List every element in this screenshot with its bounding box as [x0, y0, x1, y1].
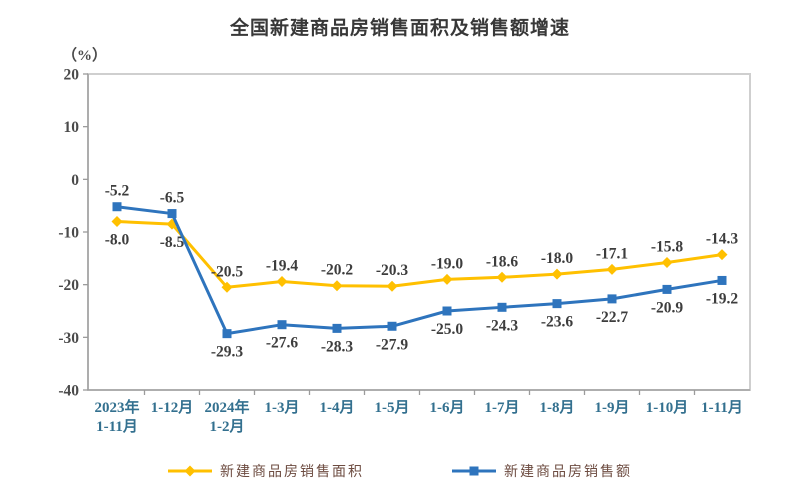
x-tick-label: 1-9月 [595, 399, 630, 416]
data-label: -19.4 [266, 258, 299, 275]
data-label: -18.0 [541, 250, 574, 267]
area-series-line [116, 219, 723, 289]
x-tick-label: 2023年 1-11月 [94, 398, 139, 435]
data-label: -22.7 [596, 309, 629, 326]
data-label: -8.5 [160, 234, 185, 251]
diamond-marker-icon [606, 263, 618, 275]
data-label: -20.3 [376, 262, 409, 279]
data-label: -5.2 [105, 183, 130, 200]
area-series-swatch [168, 465, 212, 477]
data-label: -19.2 [706, 290, 739, 307]
x-tick-label: 1-10月 [646, 399, 689, 416]
data-label: -25.0 [431, 321, 464, 338]
data-label: -23.6 [541, 314, 574, 331]
x-tick-label: 1-11月 [701, 399, 743, 416]
data-label: -6.5 [160, 190, 185, 207]
square-marker-icon [222, 329, 232, 339]
chart-title: 全国新建商品房销售面积及销售额增速 [229, 18, 570, 39]
square-marker-icon [469, 466, 479, 476]
square-marker-icon [497, 302, 507, 312]
y-axis-unit-label: （%） [62, 48, 108, 64]
x-tick-label: 1-5月 [375, 399, 410, 416]
diamond-marker-icon [184, 465, 196, 477]
square-marker-icon [552, 299, 562, 309]
amount-series-line [116, 205, 723, 336]
legend-label-sales-area: 新建商品房销售面积 [220, 465, 364, 480]
amount-series-swatch [452, 466, 496, 476]
diamond-marker-icon [441, 273, 453, 285]
data-label: -20.9 [651, 299, 684, 316]
data-label: -27.9 [376, 336, 409, 353]
data-label: -18.6 [486, 253, 519, 270]
y-tick-label: -10 [58, 225, 79, 242]
diamond-marker-icon [386, 280, 398, 292]
y-tick-label: -20 [58, 277, 79, 294]
data-label: -19.0 [431, 255, 464, 272]
square-marker-icon [442, 306, 452, 316]
diamond-marker-icon [661, 257, 673, 269]
x-tick-label: 1-7月 [485, 399, 520, 416]
data-label: -14.3 [706, 231, 739, 248]
y-tick-label: 0 [71, 172, 79, 189]
plot-frame [87, 73, 751, 391]
diamond-marker-icon [716, 249, 728, 261]
square-marker-icon [277, 320, 287, 330]
data-label: -24.3 [486, 317, 519, 334]
square-marker-icon [332, 323, 342, 333]
x-tick-label: 1-8月 [540, 399, 575, 416]
square-marker-icon [607, 294, 617, 304]
data-label: -15.8 [651, 239, 684, 256]
diamond-marker-icon [111, 215, 123, 227]
diamond-marker-icon [276, 276, 288, 288]
data-label: -20.5 [211, 263, 244, 280]
square-marker-icon [387, 321, 397, 331]
data-label: -29.3 [211, 344, 244, 361]
square-marker-icon [662, 284, 672, 294]
legend-item-sales-amount: 新建商品房销售额 [452, 461, 632, 481]
data-label: -8.0 [105, 231, 130, 248]
legend-label-sales-amount: 新建商品房销售额 [504, 465, 632, 480]
y-tick-label: 20 [64, 67, 80, 84]
x-tick-label: 1-12月 [151, 399, 194, 416]
legend-item-sales-area: 新建商品房销售面积 [168, 461, 364, 481]
y-tick-label: 10 [64, 119, 80, 136]
diamond-marker-icon [551, 268, 563, 280]
data-label: -28.3 [321, 338, 354, 355]
x-tick-label: 1-4月 [320, 399, 355, 416]
data-label: -27.6 [266, 335, 299, 352]
data-label: -17.1 [596, 245, 628, 262]
y-tick-label: -30 [58, 330, 79, 347]
x-tick-label: 1-6月 [430, 399, 465, 416]
data-label: -20.2 [321, 262, 354, 279]
diamond-marker-icon [496, 271, 508, 283]
x-tick-label: 2024年 1-2月 [204, 398, 249, 435]
square-marker-icon [167, 209, 177, 219]
legend: 新建商品房销售面积 新建商品房销售额 [0, 461, 800, 481]
diamond-marker-icon [221, 281, 233, 293]
square-marker-icon [112, 202, 122, 212]
x-tick-label: 1-3月 [265, 399, 300, 416]
diamond-marker-icon [331, 280, 343, 292]
y-tick-label: -40 [58, 383, 79, 400]
square-marker-icon [717, 275, 727, 285]
